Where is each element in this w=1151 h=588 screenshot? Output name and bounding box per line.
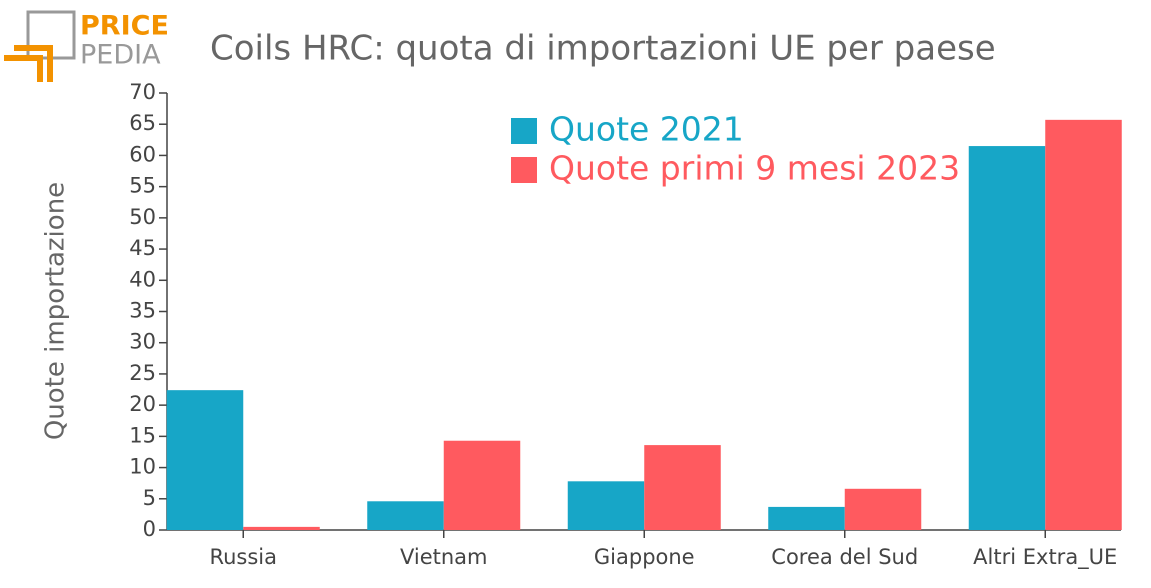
y-tick-label: 55 [129, 174, 156, 198]
bar [644, 445, 721, 530]
bar [243, 526, 320, 530]
legend-label: Quote 2021 [549, 110, 744, 149]
y-tick-label: 30 [129, 330, 156, 354]
bar [567, 481, 645, 530]
logo-mark [4, 45, 53, 82]
y-tick-label: 40 [129, 267, 156, 291]
x-tick-label: Giappone [594, 545, 695, 569]
y-tick-label: 25 [129, 361, 156, 385]
logo: PRICE PEDIA [4, 10, 169, 82]
bar [968, 146, 1046, 531]
x-tick-label: Altri Extra_UE [973, 545, 1117, 570]
x-tick-label: Vietnam [400, 545, 488, 569]
y-tick-label: 70 [129, 80, 156, 104]
bar [166, 390, 244, 530]
y-tick-label: 35 [129, 299, 156, 323]
bar [844, 488, 922, 530]
y-tick-label: 60 [129, 142, 156, 166]
logo-text: PRICE [80, 11, 169, 42]
x-tick-label: Corea del Sud [771, 545, 918, 569]
bar [367, 501, 444, 530]
bar [1045, 119, 1122, 530]
y-tick-label: 10 [129, 455, 156, 479]
logo-text: PEDIA [80, 40, 161, 71]
y-tick-label: 15 [129, 423, 156, 447]
y-axis-label: Quote importazione [41, 182, 71, 440]
y-tick-label: 45 [129, 236, 156, 260]
y-tick-label: 0 [143, 517, 156, 541]
y-tick-label: 5 [143, 486, 156, 510]
bar [443, 440, 521, 530]
legend-swatch [511, 157, 537, 183]
bar [768, 506, 845, 530]
y-tick-label: 65 [129, 111, 156, 135]
x-tick-label: Russia [209, 545, 277, 569]
chart-title: Coils HRC: quota di importazioni UE per … [210, 29, 996, 69]
y-tick-label: 50 [129, 205, 156, 229]
legend-swatch [511, 118, 537, 144]
y-tick-label: 20 [129, 392, 156, 416]
legend-label: Quote primi 9 mesi 2023 [549, 149, 960, 188]
